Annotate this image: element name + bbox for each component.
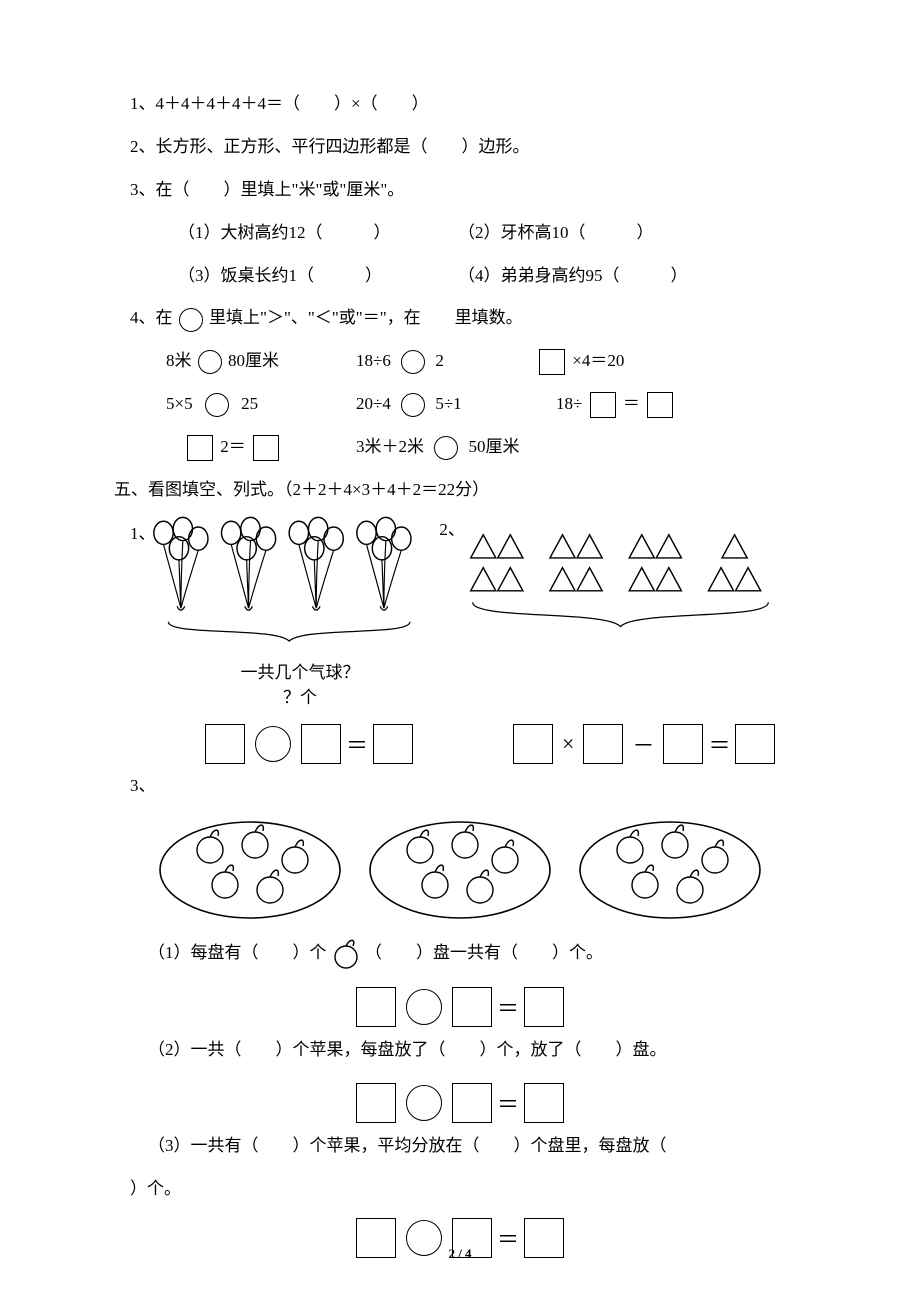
q3-part3b: ）个。 <box>130 1175 790 1204</box>
q4-pre: 在 <box>156 308 173 327</box>
op-minus: － <box>632 728 654 760</box>
blank-square-icon <box>590 392 616 418</box>
s5-q3-label: 3、 <box>130 772 790 801</box>
balloons-caption: 一共几个气球？ <box>150 658 450 683</box>
q4-3a-a: 2＝ <box>220 437 246 456</box>
question-3: 3、在（ ）里填上"米"或"厘米"。 <box>130 176 790 205</box>
plate-icon <box>575 815 765 925</box>
blank-square-icon <box>524 1083 564 1123</box>
s5-q2-label: 2、 <box>439 513 461 658</box>
section-5-head: 五、看图填空、列式。（2＋2＋4×3＋4＋2＝22分） <box>114 476 790 505</box>
question-2: 2、长方形、正方形、平行四边形都是（ ）边形。 <box>130 133 790 162</box>
q3-row2: （3）饭桌长约1（ ） （4）弟弟身高约95（ ） <box>178 262 790 291</box>
blank-square-icon <box>356 1083 396 1123</box>
eq3-2: ＝ <box>130 1083 790 1128</box>
triangles-group-icon <box>461 513 790 658</box>
q4-mid: 里填上"＞"、"＜"或"＝"，在 里填数。 <box>209 308 523 327</box>
blank-square-icon <box>539 349 565 375</box>
blank-circle-icon <box>255 726 291 762</box>
blank-square-icon <box>513 724 553 764</box>
blank-square-icon <box>205 724 245 764</box>
q3-row1: （1）大树高约12（ ） （2）牙杯高10（ ） <box>178 219 790 248</box>
blank-square-icon <box>452 987 492 1027</box>
equals-sign: ＝ <box>346 728 368 760</box>
eq3-1: ＝ <box>130 987 790 1032</box>
balloons-group-icon <box>149 513 439 658</box>
equals-sign: ＝ <box>708 728 730 760</box>
blank-square-icon <box>524 987 564 1027</box>
q4-3b-b: 50厘米 <box>469 437 520 456</box>
q1-label: 1、 <box>130 94 156 113</box>
q4-1b-a: 18÷6 <box>356 351 391 370</box>
op-times: × <box>562 731 574 757</box>
s5-equations-row: ＝ × － ＝ <box>130 724 790 764</box>
q3a2-text: （ ）盘一共有（ ）个。 <box>365 943 603 962</box>
compare-circle-icon <box>401 350 425 374</box>
blank-square-icon <box>373 724 413 764</box>
equals-sign: ＝ <box>497 1087 519 1119</box>
equals-sign: ＝ <box>497 991 519 1023</box>
blank-square-icon <box>583 724 623 764</box>
blank-circle-icon <box>179 308 203 332</box>
q4-row1: 8米 80厘米 18÷6 2 ×4＝20 <box>166 347 790 376</box>
plate-icon <box>365 815 555 925</box>
q4-2a-b: 25 <box>241 394 258 413</box>
compare-circle-icon <box>198 350 222 374</box>
eq-triangles: × － ＝ <box>508 724 780 764</box>
q4-1b-b: 2 <box>435 351 444 370</box>
blank-square-icon <box>253 435 279 461</box>
s5-captions: 一共几个气球？ ？个 <box>130 658 790 708</box>
q4-row3: 2＝ 3米＋2米 50厘米 <box>184 433 790 462</box>
blank-square-icon <box>301 724 341 764</box>
q4-row2: 5×5 25 20÷4 5÷1 18÷ ＝ <box>166 390 790 419</box>
q3-head: 在（ ）里填上"米"或"厘米"。 <box>156 180 405 199</box>
compare-circle-icon <box>401 393 425 417</box>
blank-circle-icon <box>406 1085 442 1121</box>
page-footer: 2 / 4 <box>0 1246 920 1262</box>
q4-3b-a: 3米＋2米 <box>356 437 424 456</box>
q2-label: 2、 <box>130 137 156 156</box>
compare-circle-icon <box>434 436 458 460</box>
q4-2c-a: 18÷ <box>556 394 582 413</box>
plates-figure <box>130 815 790 925</box>
q4-2a-a: 5×5 <box>166 394 193 413</box>
blank-square-icon <box>452 1083 492 1123</box>
question-4: 4、在 里填上"＞"、"＜"或"＝"，在 里填数。 <box>130 304 790 333</box>
q3-item-b: （2）牙杯高10（ ） <box>458 219 654 248</box>
compare-circle-icon <box>205 393 229 417</box>
q4-label: 4、 <box>130 308 156 327</box>
q4-1a-b: 80厘米 <box>228 351 279 370</box>
apple-icon <box>331 939 361 969</box>
blank-square-icon <box>187 435 213 461</box>
q3-part2: （2）一共（ ）个苹果，每盘放了（ ）个，放了（ ）盘。 <box>148 1036 790 1065</box>
q4-1c: ×4＝20 <box>572 351 624 370</box>
plate-icon <box>155 815 345 925</box>
q3-part1: （1）每盘有（ ）个 （ ）盘一共有（ ）个。 <box>148 939 790 969</box>
blank-square-icon <box>735 724 775 764</box>
q4-2b-a: 20÷4 <box>356 394 391 413</box>
blank-square-icon <box>647 392 673 418</box>
q3-item-d: （4）弟弟身高约95（ ） <box>458 262 688 291</box>
q3-label: 3、 <box>130 180 156 199</box>
q3a-text: （1）每盘有（ ）个 <box>148 943 327 962</box>
q4-2b-b: 5÷1 <box>435 394 461 413</box>
blank-square-icon <box>663 724 703 764</box>
q4-1a-a: 8米 <box>166 351 192 370</box>
q3-part3a: （3）一共有（ ）个苹果，平均分放在（ ）个盘里，每盘放（ <box>148 1132 790 1161</box>
eq-balloons: ＝ <box>200 724 418 764</box>
q2-text: 长方形、正方形、平行四边形都是（ ）边形。 <box>156 137 530 156</box>
question-1: 1、4＋4＋4＋4＋4＝（ ）×（ ） <box>130 90 790 119</box>
blank-circle-icon <box>406 989 442 1025</box>
q3-item-c: （3）饭桌长约1（ ） <box>178 262 458 291</box>
q1-text: 4＋4＋4＋4＋4＝（ ）×（ ） <box>156 94 429 113</box>
blank-square-icon <box>356 987 396 1027</box>
q4-2c-b: ＝ <box>623 394 640 413</box>
q3-item-a: （1）大树高约12（ ） <box>178 219 458 248</box>
triangles-caption: ？个 <box>130 683 470 708</box>
